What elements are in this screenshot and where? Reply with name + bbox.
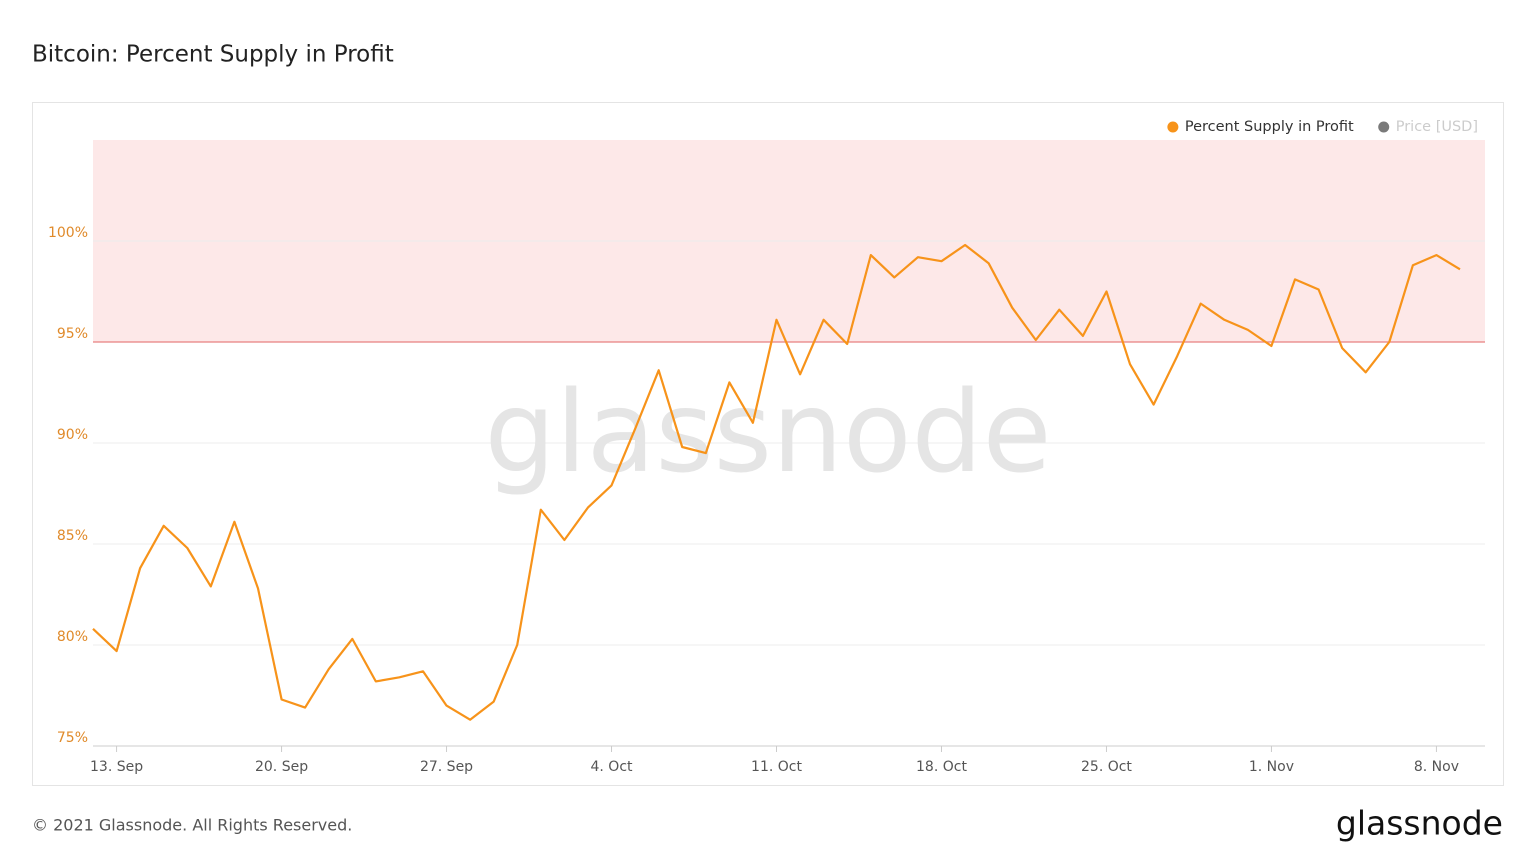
x-tick-label: 13. Sep [90, 759, 143, 775]
x-tick-label: 1. Nov [1249, 759, 1294, 775]
logo: glassnode [1336, 804, 1503, 843]
watermark: glassnode [484, 368, 1051, 498]
x-tick-label: 18. Oct [916, 759, 967, 775]
x-tick-label: 4. Oct [591, 759, 634, 775]
x-tick-label: 27. Sep [420, 759, 473, 775]
x-tick-label: 20. Sep [255, 759, 308, 775]
y-tick-label: 100% [48, 225, 88, 241]
legend-marker[interactable] [1167, 121, 1179, 133]
x-tick-label: 25. Oct [1081, 759, 1132, 775]
data-line [92, 243, 1461, 721]
chart-title: Bitcoin: Percent Supply in Profit [32, 42, 394, 68]
y-tick-label: 90% [57, 427, 88, 443]
y-tick-label: 95% [57, 326, 88, 342]
y-tick-label: 85% [57, 528, 88, 544]
legend-label[interactable]: Price [USD] [1396, 119, 1478, 135]
legend-marker[interactable] [1378, 121, 1390, 133]
legend-label[interactable]: Percent Supply in Profit [1185, 119, 1354, 135]
x-tick-label: 11. Oct [751, 759, 802, 775]
y-tick-label: 80% [57, 629, 88, 645]
footer: © 2021 Glassnode. All Rights Reserved. [32, 816, 352, 835]
x-tick-label: 8. Nov [1414, 759, 1459, 775]
y-tick-label: 75% [57, 730, 88, 746]
